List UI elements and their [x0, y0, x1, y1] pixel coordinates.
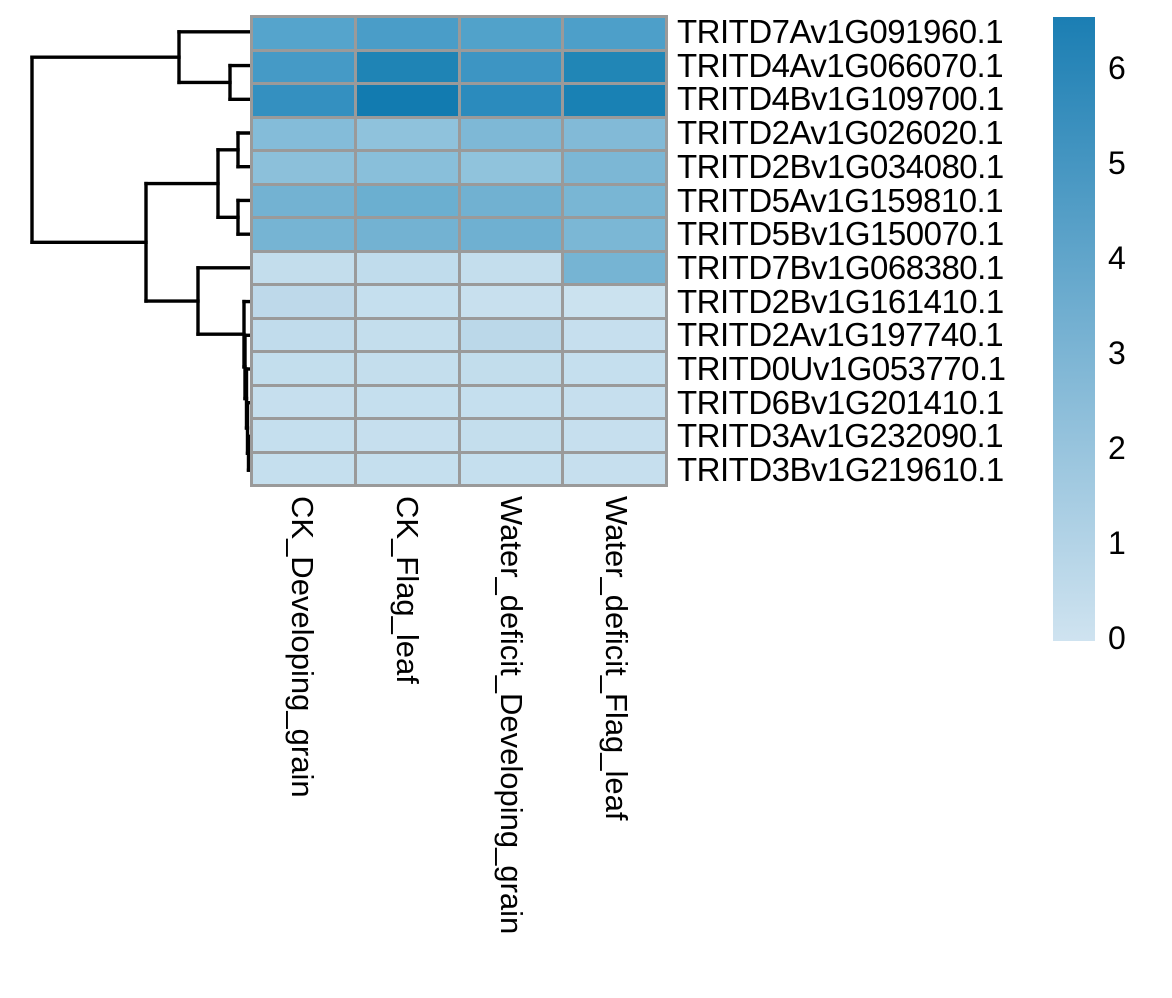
- row-dendrogram: [30, 30, 252, 472]
- row-label: TRITD3Av1G232090.1: [677, 417, 1004, 455]
- heatmap-cell: [356, 286, 458, 317]
- column-label: Water_deficit_Developing_grain: [494, 496, 530, 935]
- heatmap-cell: [460, 185, 562, 216]
- column-label: CK_Developing_grain: [285, 496, 321, 798]
- colorbar-tick-label: 4: [1108, 240, 1126, 276]
- colorbar-gradient: [1053, 17, 1095, 641]
- row-label: TRITD3Bv1G219610.1: [677, 451, 1004, 489]
- colorbar-tick-label: 2: [1108, 430, 1126, 466]
- row-label: TRITD5Av1G159810.1: [677, 181, 1004, 219]
- heatmap-cell: [356, 453, 458, 484]
- heatmap-cell: [253, 219, 354, 250]
- heatmap-cell: [460, 85, 562, 116]
- heatmap-grid: [250, 15, 668, 487]
- heatmap-cell: [356, 18, 458, 49]
- column-label: Water_deficit_Flag_leaf: [598, 496, 634, 821]
- heatmap-cell: [564, 118, 665, 149]
- heatmap-cell: [564, 252, 665, 283]
- heatmap-cell: [253, 353, 354, 384]
- heatmap-cell: [356, 353, 458, 384]
- heatmap-cell: [564, 51, 665, 82]
- heatmap-cell: [253, 85, 354, 116]
- heatmap-cell: [460, 353, 562, 384]
- heatmap-cell: [253, 286, 354, 317]
- row-label: TRITD4Av1G066070.1: [677, 46, 1004, 84]
- colorbar-tick-label: 5: [1108, 145, 1126, 181]
- row-label: TRITD2Av1G026020.1: [677, 114, 1004, 152]
- heatmap-cell: [253, 386, 354, 417]
- row-label: TRITD7Bv1G068380.1: [677, 248, 1004, 286]
- heatmap-cell: [356, 252, 458, 283]
- heatmap-cell: [460, 252, 562, 283]
- heatmap-cell: [564, 152, 665, 183]
- heatmap-cell: [356, 219, 458, 250]
- heatmap-cell: [253, 18, 354, 49]
- heatmap-cell: [356, 118, 458, 149]
- heatmap-cell: [564, 286, 665, 317]
- row-label: TRITD2Av1G197740.1: [677, 316, 1004, 354]
- colorbar-tick-label: 6: [1108, 50, 1126, 86]
- heatmap-cell: [564, 219, 665, 250]
- row-label: TRITD7Av1G091960.1: [677, 13, 1004, 50]
- heatmap-cell: [564, 386, 665, 417]
- heatmap-cell: [253, 51, 354, 82]
- heatmap-cell: [564, 185, 665, 216]
- heatmap-cell: [356, 420, 458, 451]
- heatmap-cell: [253, 453, 354, 484]
- heatmap-cell: [253, 252, 354, 283]
- heatmap-cell: [460, 386, 562, 417]
- heatmap-cell: [460, 219, 562, 250]
- colorbar-tick-label: 0: [1108, 620, 1126, 656]
- heatmap-cell: [356, 51, 458, 82]
- heatmap-cell: [253, 420, 354, 451]
- heatmap-cell: [564, 420, 665, 451]
- row-label: TRITD6Bv1G201410.1: [677, 383, 1004, 421]
- heatmap-cell: [253, 185, 354, 216]
- row-label: TRITD2Bv1G161410.1: [677, 282, 1004, 320]
- row-label: TRITD2Bv1G034080.1: [677, 147, 1004, 185]
- heatmap-cell: [253, 152, 354, 183]
- heatmap-cell: [356, 85, 458, 116]
- heatmap-cell: [564, 18, 665, 49]
- heatmap-cell: [253, 319, 354, 350]
- heatmap-cell: [356, 152, 458, 183]
- row-label: TRITD4Bv1G109700.1: [677, 80, 1004, 118]
- heatmap-cell: [460, 18, 562, 49]
- colorbar-tick-label: 3: [1108, 335, 1126, 371]
- heatmap-cell: [460, 152, 562, 183]
- row-label: TRITD0Uv1G053770.1: [677, 350, 1006, 388]
- colorbar-tick-label: 1: [1108, 525, 1126, 561]
- heatmap-cell: [253, 118, 354, 149]
- heatmap-cell: [460, 51, 562, 82]
- heatmap-cell: [460, 286, 562, 317]
- row-label: TRITD5Bv1G150070.1: [677, 215, 1004, 253]
- row-labels: TRITD7Av1G091960.1 TRITD4Av1G066070.1 TRIT…: [677, 15, 1006, 487]
- heatmap-cell: [564, 85, 665, 116]
- heatmap-cell: [564, 453, 665, 484]
- heatmap-cell: [356, 185, 458, 216]
- heatmap-cell: [356, 386, 458, 417]
- heatmap-cell: [564, 319, 665, 350]
- heatmap-cell: [356, 319, 458, 350]
- heatmap-cell: [460, 319, 562, 350]
- heatmap-cell: [460, 118, 562, 149]
- heatmap-cell: [460, 420, 562, 451]
- heatmap-cell: [460, 453, 562, 484]
- column-label: CK_Flag_leaf: [389, 496, 425, 684]
- heatmap-cell: [564, 353, 665, 384]
